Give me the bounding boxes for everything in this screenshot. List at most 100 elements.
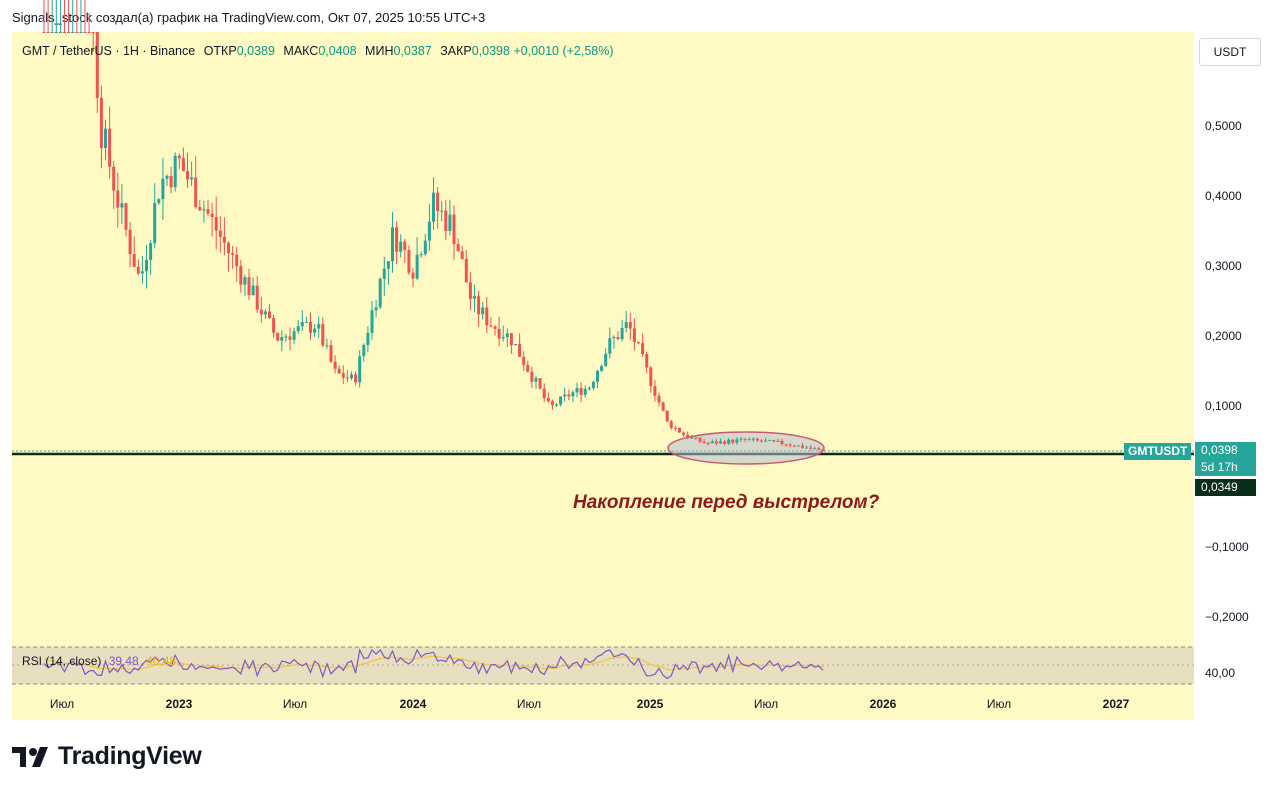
candle-body (165, 175, 169, 179)
candle-body (362, 345, 366, 357)
rsi-axis-label: 40,00 (1205, 666, 1236, 680)
candle-body (177, 155, 181, 159)
candle-body (604, 353, 608, 367)
candle-body (534, 378, 538, 382)
tradingview-logo[interactable]: TradingView (12, 742, 202, 771)
candle-body (181, 158, 185, 172)
candle-body (653, 386, 657, 396)
candle-body (768, 440, 772, 442)
candle-body (136, 266, 140, 274)
candle-body (222, 236, 226, 243)
candle-body (214, 216, 218, 231)
candle-body (419, 254, 423, 256)
candle-body (235, 254, 239, 267)
candle-body (538, 378, 542, 389)
candle-body (427, 221, 431, 241)
candle-body (358, 356, 362, 383)
candle-body (792, 445, 796, 447)
candle-body (83, 32, 87, 33)
candle-body (231, 253, 235, 255)
candle-body (218, 230, 222, 237)
candle-body (747, 439, 751, 441)
candle-body (530, 371, 534, 382)
candle-body (641, 343, 645, 355)
candle-body (202, 209, 206, 211)
candle-body (263, 311, 267, 315)
candle-body (120, 203, 124, 208)
candle-body (149, 243, 153, 260)
candle-body (288, 336, 292, 340)
zone-candles (669, 419, 825, 452)
candle-body (731, 439, 735, 443)
candle-body (591, 381, 595, 389)
candle-body (780, 440, 784, 445)
candle-body (608, 338, 612, 354)
candle-body (395, 227, 399, 252)
candle-body (571, 392, 575, 397)
candle-body (169, 175, 173, 188)
candle-body (698, 437, 702, 442)
close-value: 0,0398 (471, 44, 510, 58)
candle-body (624, 322, 628, 328)
candle-body (719, 441, 722, 444)
candle-body (350, 374, 353, 379)
candle-body (805, 447, 809, 449)
candle-body (473, 296, 476, 299)
candle-body (632, 328, 636, 342)
candle-body (723, 441, 727, 444)
candle-body (444, 210, 448, 231)
candle-body (329, 345, 333, 362)
candle-body (526, 364, 530, 372)
candle-body (432, 192, 435, 222)
candle-body (727, 439, 731, 444)
candle-body (378, 278, 382, 308)
candle-body (817, 448, 821, 450)
candle-body (682, 432, 686, 435)
candle-body (542, 388, 546, 398)
chart-area[interactable] (12, 32, 1268, 720)
candle-body (304, 321, 308, 323)
x-tick-label: Июл (49, 697, 75, 711)
candle-body (145, 259, 148, 272)
candle-body (403, 241, 407, 251)
candle-body (579, 388, 583, 395)
candle-body (620, 327, 624, 340)
candle-body (596, 370, 599, 382)
candle-body (153, 203, 157, 244)
high-label: МАКС (283, 44, 319, 58)
candle-body (79, 32, 83, 33)
candle-body (272, 317, 276, 333)
candle-body (391, 227, 394, 262)
price-axis[interactable] (1194, 32, 1268, 720)
close-label: ЗАКР (440, 44, 472, 58)
candle-body (284, 336, 288, 338)
rsi-legend: RSI (14, close) 39,48 40,48 (22, 654, 176, 668)
candle-body (337, 368, 341, 374)
candle-body (210, 213, 214, 217)
y-tick-label: −0,1000 (1205, 540, 1249, 554)
candle-body (186, 171, 189, 180)
candle-body (95, 32, 99, 98)
candle-body (809, 447, 813, 449)
candle-body (190, 177, 194, 180)
candle-body (370, 310, 374, 333)
candle-body (628, 322, 632, 329)
x-tick-label: Июл (986, 697, 1012, 711)
currency-button[interactable]: USDT (1199, 38, 1261, 66)
candle-body (436, 192, 440, 212)
candle-body (46, 32, 50, 33)
candle-body (575, 388, 579, 393)
candle-body (661, 402, 665, 411)
candle-body (411, 272, 415, 279)
candle-body (386, 261, 390, 269)
candle-body (501, 337, 505, 339)
low-value: 0,0387 (393, 44, 432, 58)
candle-body (243, 277, 247, 285)
candle-body (407, 250, 411, 273)
x-tick-label: Июл (516, 697, 542, 711)
candle-body (489, 325, 493, 327)
rsi-line (43, 648, 824, 680)
candle-body (63, 32, 66, 33)
candle-body (760, 440, 763, 442)
candle-body (140, 271, 144, 274)
